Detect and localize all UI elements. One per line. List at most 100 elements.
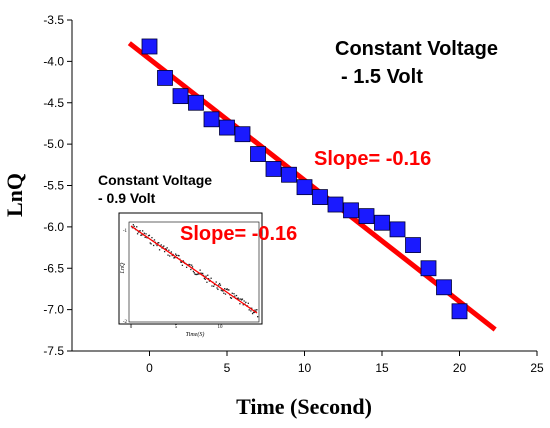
inset-dot <box>245 301 247 303</box>
inset-dot <box>171 254 173 257</box>
inset-dot <box>230 297 233 299</box>
inset-dot <box>144 236 146 239</box>
inset-dot <box>188 263 190 266</box>
y-tick-label: -3.5 <box>43 13 64 27</box>
inset-dot <box>158 242 160 244</box>
inset-dot <box>139 230 141 232</box>
inset-dot <box>190 268 192 271</box>
inset-dot <box>204 278 206 280</box>
y-tick-label: -7.5 <box>43 344 64 358</box>
inset-dot <box>207 274 209 276</box>
inset-dot <box>224 293 227 295</box>
data-point <box>234 126 251 143</box>
data-point <box>250 146 266 162</box>
data-points <box>141 38 468 320</box>
inset-ytick: -1 <box>123 229 128 234</box>
data-point <box>265 161 282 177</box>
inset-dot <box>153 239 156 241</box>
inset-dot <box>238 298 240 300</box>
inset-plot-area <box>128 221 260 323</box>
inset-ylabel: LnQ <box>120 262 126 274</box>
inset-dot <box>242 304 244 306</box>
inset-title-line1: Constant Voltage <box>98 172 212 188</box>
inset-dot <box>164 248 167 250</box>
y-tick-label: -7.0 <box>43 303 64 317</box>
data-point <box>420 260 437 277</box>
inset-dot <box>192 270 195 273</box>
inset-dot <box>220 289 222 291</box>
inset-title-line2: - 0.9 Volt <box>98 190 156 206</box>
inset-dot <box>237 297 239 299</box>
y-tick-label: -5.0 <box>43 137 64 151</box>
x-tick-label: 15 <box>375 361 389 375</box>
inset-dot <box>216 287 218 289</box>
inset-dot <box>215 281 217 283</box>
inset-dot <box>197 273 200 275</box>
y-tick-label: -5.5 <box>43 179 64 193</box>
inset-xtick: 5 <box>175 325 178 330</box>
data-point <box>374 214 390 231</box>
inset-dot <box>243 300 245 302</box>
inset-dot <box>181 264 184 266</box>
inset-dot <box>218 282 221 285</box>
inset-dot <box>224 288 226 290</box>
inset-dot <box>185 266 188 268</box>
data-point <box>358 208 375 225</box>
inset-xlabel: Time(S) <box>186 331 205 338</box>
inset-dot <box>241 298 244 300</box>
inset-dot <box>218 284 220 286</box>
inset-dot <box>165 248 167 251</box>
inset-slope-label: Slope= -0.16 <box>180 223 297 245</box>
inset-dot <box>136 226 138 228</box>
inset-dot <box>252 311 255 314</box>
data-point <box>436 279 452 296</box>
inset-dot <box>200 272 202 274</box>
inset-dot <box>191 264 193 266</box>
data-point <box>312 189 328 205</box>
inset-dot <box>228 289 230 291</box>
inset-dot <box>233 293 235 295</box>
inset-dot <box>168 249 170 251</box>
data-point <box>281 166 297 183</box>
inset-dot <box>240 298 242 300</box>
data-point <box>389 221 406 238</box>
inset-dot <box>143 232 145 234</box>
inset-dot <box>163 245 165 247</box>
inset-dot <box>231 292 233 294</box>
inset-dot <box>156 244 158 247</box>
x-axis-title: Time (Second) <box>236 394 372 419</box>
inset-dot <box>191 266 194 268</box>
inset-dot <box>170 251 173 253</box>
x-tick-label: 5 <box>224 361 231 375</box>
inset-dot <box>174 253 177 255</box>
x-tick-label: 20 <box>453 361 467 375</box>
x-tick-label: 10 <box>298 361 312 375</box>
inset-dot <box>251 307 253 309</box>
inset-dot <box>234 295 236 297</box>
inset-dot <box>150 243 152 245</box>
inset-dot <box>203 277 206 280</box>
inset-dot <box>194 273 196 275</box>
inset-dot <box>133 225 135 228</box>
inset-dot <box>248 309 250 311</box>
inset-dot <box>210 277 212 279</box>
inset-dot <box>219 284 222 286</box>
inset-dot <box>221 290 223 292</box>
data-point <box>327 196 344 213</box>
y-axis-title: LnQ <box>2 173 27 217</box>
inset-dot <box>196 273 199 275</box>
y-tick-label: -6.0 <box>43 220 64 234</box>
inset-dot <box>229 296 232 299</box>
data-point <box>172 88 189 105</box>
inset-dot <box>202 272 204 275</box>
inset-dot <box>213 285 215 287</box>
inset-dot <box>240 299 243 301</box>
data-point <box>343 202 359 219</box>
inset-dot <box>235 294 238 297</box>
inset-dot <box>247 302 249 304</box>
inset-dot <box>257 316 259 318</box>
inset-dot <box>145 233 147 235</box>
inset-ytick: -2 <box>123 320 128 325</box>
inset-dot <box>178 255 180 257</box>
